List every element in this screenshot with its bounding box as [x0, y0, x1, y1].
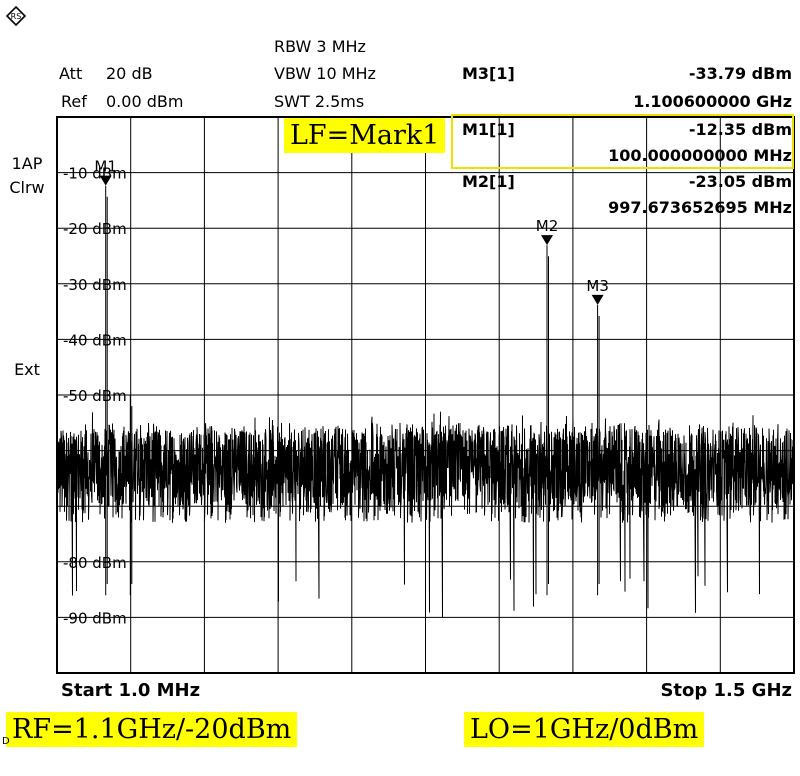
- marker-row-m2-level: M2[1] -23.05 dBm: [0, 172, 800, 196]
- marker-row-m1-level: M1[1] -12.35 dBm: [0, 120, 800, 144]
- marker-m2-label: M2: [536, 217, 559, 235]
- marker-layer: M1 M2 M3: [94, 158, 609, 305]
- y-tick-label: -50 dBm: [63, 387, 127, 405]
- marker-level: -12.35 dBm: [688, 120, 792, 139]
- svg-text:RS: RS: [11, 12, 22, 21]
- marker-level: -23.05 dBm: [688, 172, 792, 191]
- marker-m1-label: M1: [94, 158, 117, 176]
- start-frequency: Start 1.0 MHz: [61, 680, 201, 701]
- y-tick-label: -20 dBm: [63, 220, 127, 238]
- marker-row-m3-freq: 1.100600000 GHz: [0, 92, 800, 116]
- marker-row-m3-level: M3[1] -33.79 dBm: [0, 64, 800, 92]
- spectrum-trace: [56, 185, 795, 618]
- vbw-setting: VBW 10 MHz: [274, 64, 376, 83]
- lo-note: LO=1GHz/0dBm: [464, 712, 705, 747]
- y-tick-label: -80 dBm: [63, 554, 127, 572]
- marker-name: M1[1]: [462, 120, 515, 139]
- ref-value: 0.00 dBm: [106, 92, 184, 111]
- y-tick-labels: -10 dBm -20 dBm -30 dBm -40 dBm -50 dBm -80 d…: [63, 165, 127, 628]
- att-value: 20 dB: [106, 64, 153, 83]
- y-tick-label: -40 dBm: [63, 331, 127, 349]
- y-tick-label: -10 dBm: [63, 165, 127, 183]
- marker-m2-icon: [541, 235, 554, 246]
- marker-row-m2-freq: 997.673652695 MHz: [0, 198, 800, 222]
- lf-note: LF=Mark1: [284, 118, 446, 153]
- marker-m3-icon: [591, 294, 604, 305]
- att-label: Att: [59, 64, 83, 83]
- y-tick-label: -90 dBm: [63, 609, 127, 627]
- rohde-schwarz-logo-icon: RS: [6, 6, 26, 26]
- stop-frequency: Stop 1.5 GHz: [660, 680, 792, 701]
- marker-m1-icon: [99, 175, 112, 186]
- marker-row-m1-freq: 100.000000000 MHz: [0, 146, 800, 170]
- corner-small-label: D: [2, 736, 10, 747]
- rbw-setting: RBW 3 MHz: [274, 37, 366, 56]
- ref-label: Ref: [61, 92, 87, 111]
- trace-detector-label: Clrw: [9, 178, 45, 197]
- marker-frequency: 1.100600000 GHz: [633, 92, 792, 111]
- marker-frequency: 100.000000000 MHz: [608, 146, 792, 165]
- marker-name: M2[1]: [462, 172, 515, 191]
- trigger-label: Ext: [14, 360, 40, 379]
- swt-setting: SWT 2.5ms: [274, 92, 365, 111]
- marker-frequency: 997.673652695 MHz: [608, 198, 792, 217]
- trace-mode-label: 1AP: [11, 154, 43, 173]
- marker-level: -33.79 dBm: [688, 64, 792, 83]
- y-tick-label: -30 dBm: [63, 276, 127, 294]
- rf-note: RF=1.1GHz/-20dBm: [6, 712, 298, 747]
- marker-name: M3[1]: [462, 64, 515, 83]
- marker-m3-label: M3: [586, 277, 609, 295]
- m1-highlight-box: [451, 114, 794, 169]
